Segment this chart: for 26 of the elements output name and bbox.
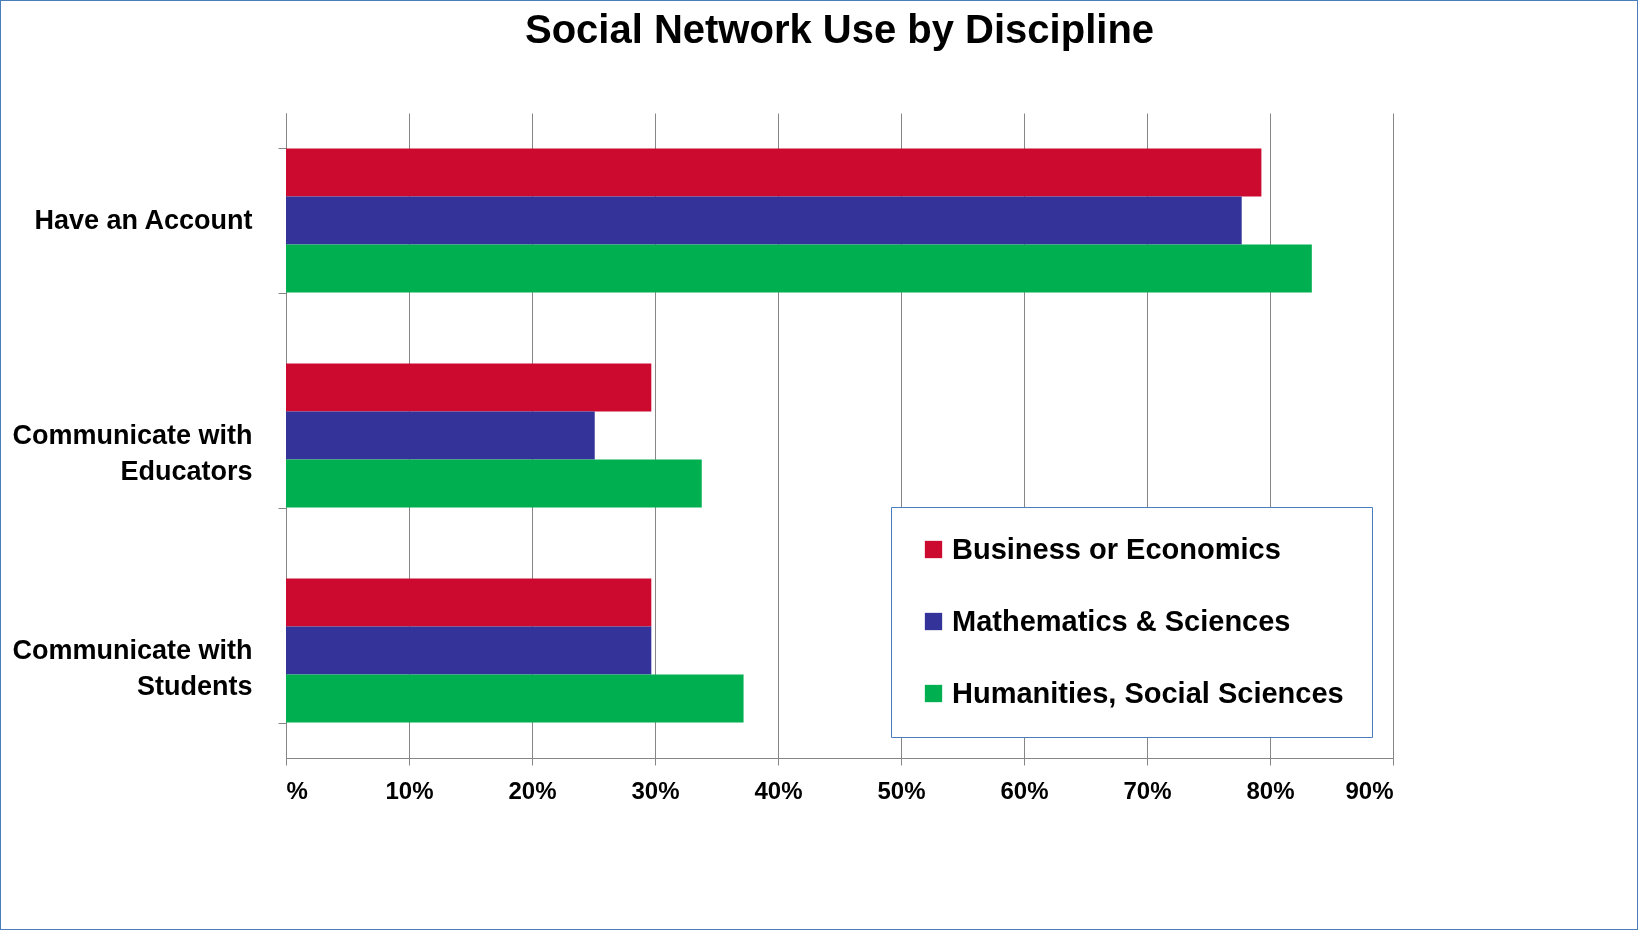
bar [286,578,652,627]
y-tick-label: Communicate with Educators [12,420,253,486]
bar [286,459,702,508]
legend-label: Business or Economics [952,532,1281,565]
legend-label: Humanities, Social Sciences [952,676,1344,709]
x-tick-label: 70% [1123,776,1172,804]
bar [286,244,1312,293]
bar [286,674,744,723]
x-tick-label: 20% [508,776,557,804]
chart-title: Social Network Use by Discipline [524,7,1155,51]
bar [286,363,652,412]
x-tick-label: 90% [1345,776,1394,804]
x-tick-label: % [286,776,308,804]
bar [286,196,1242,245]
bar [286,148,1262,197]
x-tick-label: 10% [385,776,434,804]
bar [286,411,595,460]
y-tick-label: Have an Account [34,205,253,235]
x-tick-label: 50% [877,776,926,804]
x-tick-label: 80% [1246,776,1295,804]
x-tick-label: 60% [1000,776,1049,804]
x-tick-label: 30% [631,776,680,804]
x-tick-label: 40% [754,776,803,804]
y-tick-label: Communicate with Students [12,635,253,701]
legend-label: Mathematics & Sciences [952,604,1291,637]
bar [286,626,652,675]
